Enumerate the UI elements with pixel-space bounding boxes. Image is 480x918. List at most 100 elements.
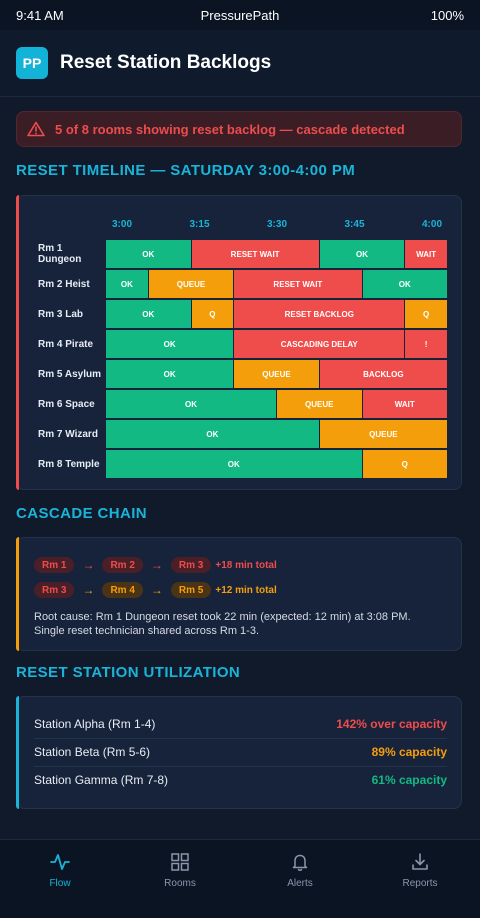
alert-text: 5 of 8 rooms showing reset backlog — cas… (55, 121, 405, 137)
timeline-row[interactable]: Rm 1 Dungeon OK RESET WAIT OK WAIT (17, 239, 461, 269)
app-logo[interactable]: PP (16, 47, 48, 79)
room-pill[interactable]: Rm 1 (34, 557, 75, 573)
bottom-nav: Flow Rooms Alerts Reports (0, 839, 480, 918)
status-bar: 9:41 AM PressurePath 100% (0, 0, 480, 30)
status-time: 9:41 AM (16, 7, 64, 23)
timeline-segment-wait[interactable]: RESET BACKLOG (234, 300, 406, 328)
station-name: Station Beta (Rm 5-6) (34, 745, 151, 759)
nav-item-rooms[interactable]: Rooms (120, 840, 240, 918)
timeline-room-label: Rm 5 Asylum (38, 368, 101, 380)
station-row-alpha[interactable]: Station Alpha (Rm 1-4) 142% over capacit… (34, 710, 447, 739)
room-pill[interactable]: Rm 5 (170, 582, 212, 598)
arrow-right-icon: → (82, 583, 95, 597)
timeline-segment-wait[interactable]: RESET WAIT (234, 270, 363, 298)
timeline-row[interactable]: Rm 6 Space OK QUEUE WAIT (17, 389, 461, 419)
page-title: Reset Station Backlogs (60, 52, 272, 73)
station-capacity-value: 142% over capacity (336, 717, 447, 731)
timeline-segment-wait[interactable]: WAIT (405, 240, 448, 268)
nav-item-reports[interactable]: Reports (360, 840, 480, 918)
chain-total-delay: +18 min total (215, 559, 277, 571)
utilization-section-title: RESET STATION UTILIZATION (16, 664, 241, 681)
download-icon (412, 853, 428, 870)
status-app-name: PressurePath (200, 7, 280, 23)
station-capacity-value: 61% capacity (371, 773, 447, 787)
timeline-tick-label: 4:00 (421, 219, 443, 230)
station-capacity-value: 89% capacity (371, 745, 447, 759)
timeline-room-label: Rm 2 Heist (38, 278, 90, 290)
timeline-segment-ok[interactable]: OK (362, 270, 448, 298)
room-pill[interactable]: Rm 2 (102, 557, 143, 573)
cascade-chain-card: Rm 1 → Rm 2 → Rm 3 +18 min total Rm 3 → Rm 4 → Rm… (16, 537, 462, 651)
cascade-chain-row[interactable]: Rm 1 → Rm 2 → Rm 3 +18 min total (34, 556, 277, 574)
timeline-tick-label: 3:45 (344, 219, 365, 230)
nav-label: Rooms (164, 878, 196, 889)
cascade-section-title: CASCADE CHAIN (16, 505, 148, 522)
timeline-segment-ok[interactable]: OK (106, 270, 149, 298)
timeline-row[interactable]: Rm 2 Heist OK QUEUE RESET WAIT OK (17, 269, 461, 299)
timeline-segment-wait[interactable]: WAIT (362, 390, 448, 418)
timeline-segment-ok[interactable]: OK (106, 450, 363, 478)
timeline-room-label: Rm 1 Dungeon (38, 243, 82, 265)
timeline-row[interactable]: Rm 5 Asylum OK QUEUE BACKLOG (17, 359, 461, 389)
timeline-row[interactable]: Rm 7 Wizard OK QUEUE (17, 419, 461, 449)
timeline-segment-wait[interactable]: ! (405, 330, 448, 358)
timeline-segment-queue[interactable]: Q (405, 300, 448, 328)
room-pill[interactable]: Rm 3 (34, 582, 75, 598)
timeline-segment-queue[interactable]: Q (362, 450, 448, 478)
station-name: Station Alpha (Rm 1-4) (34, 717, 156, 731)
arrow-right-icon: → (150, 558, 163, 572)
utilization-card: Station Alpha (Rm 1-4) 142% over capacit… (16, 696, 462, 809)
cascade-chain-row[interactable]: Rm 3 → Rm 4 → Rm 5 +12 min total (34, 581, 277, 599)
timeline-row[interactable]: Rm 3 Lab OK Q RESET BACKLOG Q (17, 299, 461, 329)
app-header: PP Reset Station Backlogs (0, 30, 480, 97)
timeline-segment-ok[interactable]: OK (106, 390, 277, 418)
warning-triangle-icon (27, 121, 45, 137)
timeline-segment-wait[interactable]: BACKLOG (319, 360, 448, 388)
arrow-right-icon: → (150, 583, 163, 597)
timeline-segment-ok[interactable]: OK (106, 360, 235, 388)
timeline-segment-ok[interactable]: OK (319, 240, 406, 268)
root-cause-text: Root cause: Rm 1 Dungeon reset took 22 m… (34, 610, 454, 638)
cascade-alert-banner[interactable]: 5 of 8 rooms showing reset backlog — cas… (16, 111, 462, 147)
timeline-room-label: Rm 6 Space (38, 398, 95, 410)
timeline-row[interactable]: Rm 4 Pirate OK CASCADING DELAY! (17, 329, 461, 359)
timeline-tick-label: 3:30 (266, 219, 288, 230)
grid-icon (171, 853, 189, 871)
room-pill[interactable]: Rm 3 (170, 557, 212, 573)
timeline-segment-ok[interactable]: OK (106, 300, 192, 328)
timeline-segment-queue[interactable]: QUEUE (319, 420, 448, 448)
timeline-row[interactable]: Rm 8 Temple OK Q (17, 449, 461, 479)
timeline-tick-label: 3:15 (189, 219, 210, 230)
status-battery: 100% (430, 7, 464, 23)
timeline-segment-ok[interactable]: OK (106, 240, 192, 268)
timeline-room-label: Rm 4 Pirate (38, 338, 94, 350)
timeline-segment-queue[interactable]: QUEUE (277, 390, 363, 418)
station-row-gamma[interactable]: Station Gamma (Rm 7-8) 61% capacity (34, 766, 447, 794)
nav-label: Flow (49, 878, 71, 889)
timeline-segment-ok[interactable]: OK (106, 330, 235, 358)
timeline-tick-label: 3:00 (111, 219, 133, 230)
timeline-segment-wait[interactable]: CASCADING DELAY (234, 330, 406, 358)
root-cause-line: Root cause: Rm 1 Dungeon reset took 22 m… (34, 611, 411, 623)
activity-icon (50, 854, 70, 870)
station-row-beta[interactable]: Station Beta (Rm 5-6) 89% capacity (34, 738, 447, 767)
root-cause-line: Single reset technician shared across Rm… (34, 625, 259, 637)
chain-total-delay: +12 min total (215, 584, 277, 596)
timeline-segment-queue[interactable]: Q (191, 300, 235, 328)
timeline-segment-wait[interactable]: RESET WAIT (191, 240, 320, 268)
timeline-room-label: Rm 3 Lab (38, 308, 84, 320)
timeline-room-label: Rm 8 Temple (38, 458, 100, 470)
station-name: Station Gamma (Rm 7-8) (34, 773, 169, 787)
timeline-segment-ok[interactable]: OK (106, 420, 320, 448)
room-pill[interactable]: Rm 4 (102, 582, 143, 598)
timeline-segment-queue[interactable]: QUEUE (234, 360, 320, 388)
arrow-right-icon: → (82, 558, 95, 572)
timeline-section-title: RESET TIMELINE — SATURDAY 3:00-4:00 PM (16, 162, 356, 179)
nav-item-flow[interactable]: Flow (0, 840, 120, 918)
reset-timeline-card: 3:00 3:15 3:30 3:45 4:00 Rm 1 Dungeon OK RESET… (16, 195, 462, 490)
nav-label: Reports (402, 878, 438, 889)
nav-label: Alerts (287, 878, 313, 889)
timeline-segment-queue[interactable]: QUEUE (148, 270, 235, 298)
bell-icon (292, 854, 308, 871)
nav-item-alerts[interactable]: Alerts (240, 840, 360, 918)
